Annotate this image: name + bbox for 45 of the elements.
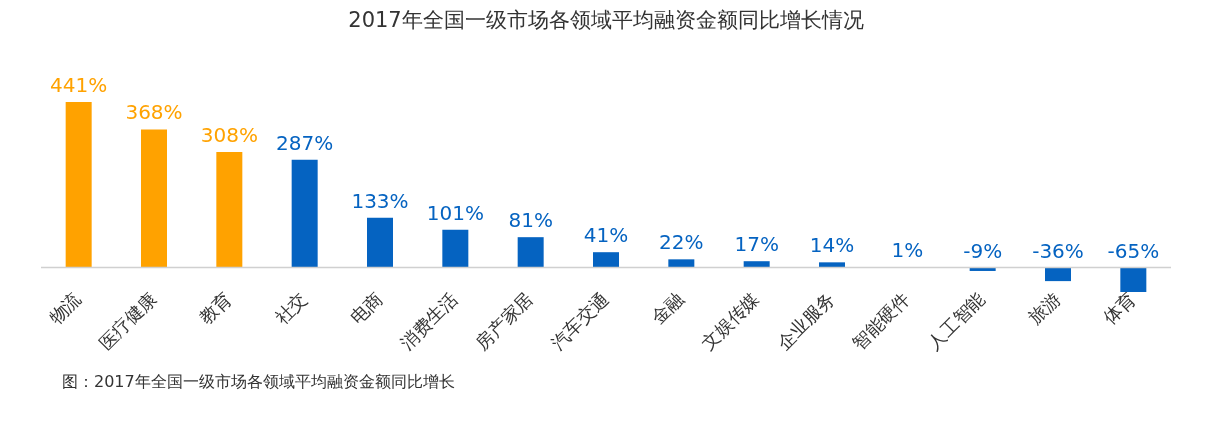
data-label: -36% xyxy=(1032,238,1084,263)
data-label: 287% xyxy=(276,130,334,155)
data-label: -9% xyxy=(963,238,1003,263)
data-label: 308% xyxy=(200,122,258,147)
x-tick-label: 企业服务 xyxy=(772,288,839,354)
data-label: 368% xyxy=(125,100,183,125)
bar xyxy=(1045,267,1071,282)
data-label: 22% xyxy=(659,230,704,255)
x-tick-label: 汽车交通 xyxy=(546,288,613,354)
x-tick-label: 物流 xyxy=(44,288,86,329)
text: 图：2017年全国一级市场各领域平均融资金额同比增长 xyxy=(62,372,455,392)
x-tick-label: 体育 xyxy=(1099,288,1140,329)
bar xyxy=(819,262,845,268)
data-label: 14% xyxy=(809,233,855,258)
bar xyxy=(367,217,393,268)
bar xyxy=(65,102,92,268)
data-label: 133% xyxy=(351,188,409,213)
x-tick-label: 人工智能 xyxy=(923,288,990,354)
x-tick-label: 教育 xyxy=(195,288,236,329)
x-tick-label: 社交 xyxy=(270,288,312,329)
bar xyxy=(743,261,770,268)
x-tick-label: 房产家居 xyxy=(471,288,538,354)
x-tick-label: 智能硬件 xyxy=(847,288,914,354)
x-tick-label: 医疗健康 xyxy=(94,288,161,354)
x-tick-label: 消费生活 xyxy=(395,288,462,354)
bar xyxy=(668,259,695,268)
data-label: 81% xyxy=(508,208,553,233)
bar xyxy=(1120,267,1147,292)
x-tick-label: 文娱传媒 xyxy=(697,288,764,354)
data-label: 441% xyxy=(50,73,108,97)
bar xyxy=(291,159,318,268)
bar xyxy=(593,252,619,268)
data-label: 17% xyxy=(734,232,779,257)
data-label: 1% xyxy=(891,238,924,263)
bar xyxy=(216,151,243,268)
bar xyxy=(141,129,167,268)
bar xyxy=(517,237,544,268)
x-tick-label: 电商 xyxy=(346,288,387,329)
bar xyxy=(442,229,469,268)
data-label: 41% xyxy=(583,223,629,248)
x-tick-label: 旅游 xyxy=(1024,288,1065,329)
chart-title: 2017年全国一级市场各领域平均融资金额同比增长情况 xyxy=(348,8,864,32)
data-label: 101% xyxy=(426,200,484,225)
data-label: -65% xyxy=(1107,238,1160,263)
x-tick-label: 金融 xyxy=(647,288,688,329)
